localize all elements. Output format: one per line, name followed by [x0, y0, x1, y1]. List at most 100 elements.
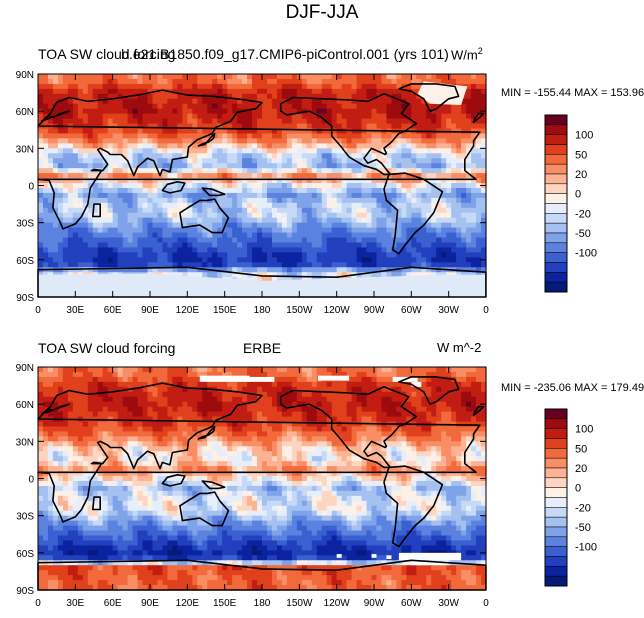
heatmap-cell	[396, 78, 402, 85]
heatmap-cell	[321, 202, 328, 209]
heatmap-cell	[316, 267, 323, 273]
heatmap-cell	[187, 103, 193, 110]
heatmap-cell	[192, 376, 198, 383]
heatmap-cell	[117, 267, 124, 273]
heatmap-cell	[52, 232, 59, 239]
heatmap-cell	[227, 133, 233, 140]
heatmap-cell	[326, 153, 333, 159]
heatmap-cell	[57, 88, 64, 95]
heatmap-cell	[316, 367, 323, 373]
heatmap-cell	[441, 247, 447, 253]
heatmap-cell	[167, 232, 173, 239]
heatmap-cell	[386, 396, 393, 403]
heatmap-cell	[281, 118, 288, 125]
heatmap-cell	[252, 133, 258, 140]
heatmap-cell	[72, 396, 79, 403]
heatmap-cell	[291, 148, 298, 154]
heatmap-cell	[326, 396, 333, 403]
heatmap-cell	[202, 242, 208, 249]
heatmap-cell	[331, 227, 338, 234]
heatmap-cell	[172, 118, 178, 125]
heatmap-cell	[102, 178, 109, 184]
heatmap-cell	[192, 93, 198, 100]
heatmap-cell	[416, 217, 422, 224]
heatmap-cell	[441, 207, 447, 214]
heatmap-cell	[266, 247, 273, 253]
heatmap-cell	[296, 88, 303, 95]
heatmap-cell	[182, 123, 188, 130]
heatmap-cell	[381, 98, 388, 105]
heatmap-cell	[137, 108, 144, 115]
heatmap-cell	[182, 386, 188, 393]
heatmap-cell	[132, 401, 139, 408]
heatmap-cell	[38, 406, 44, 413]
heatmap-cell	[476, 376, 482, 383]
heatmap-cell	[222, 381, 228, 388]
heatmap-cell	[92, 242, 99, 249]
heatmap-cell	[257, 138, 263, 144]
heatmap-cell	[446, 396, 452, 403]
heatmap-cell	[401, 252, 407, 258]
heatmap-cell	[227, 197, 233, 204]
heatmap-cell	[426, 178, 432, 184]
heatmap-cell	[266, 153, 273, 159]
heatmap-cell	[202, 247, 208, 253]
heatmap-cell	[451, 232, 457, 239]
heatmap-cell	[122, 367, 129, 373]
heatmap-cell	[331, 143, 338, 149]
heatmap-cell	[276, 252, 283, 258]
heatmap-cell	[137, 128, 144, 135]
heatmap-cell	[331, 237, 338, 244]
heatmap-cell	[192, 78, 198, 85]
heatmap-cell	[301, 88, 308, 95]
heatmap-cell	[202, 371, 208, 378]
heatmap-cell	[331, 386, 338, 393]
heatmap-cell	[456, 197, 462, 204]
heatmap-cell	[316, 168, 323, 174]
heatmap-cell	[42, 262, 49, 268]
heatmap-cell	[431, 406, 437, 413]
heatmap-cell	[72, 83, 79, 90]
heatmap-cell	[117, 74, 124, 80]
heatmap-cell	[461, 183, 467, 189]
heatmap-cell	[401, 133, 407, 140]
heatmap-cell	[351, 138, 358, 144]
heatmap-cell	[167, 123, 173, 130]
heatmap-cell	[316, 207, 323, 214]
heatmap-cell	[112, 74, 119, 80]
heatmap-cell	[52, 153, 59, 159]
heatmap-cell	[77, 103, 84, 110]
heatmap-cell	[52, 411, 59, 418]
heatmap-cell	[102, 401, 109, 408]
heatmap-cell	[481, 168, 487, 174]
heatmap-cell	[72, 93, 79, 100]
heatmap-cell	[252, 262, 258, 268]
heatmap-cell	[271, 222, 278, 229]
heatmap-cell	[316, 386, 323, 393]
heatmap-cell	[77, 83, 84, 90]
heatmap-cell	[426, 386, 432, 393]
heatmap-cell	[271, 168, 278, 174]
heatmap-cell	[371, 386, 378, 393]
heatmap-cell	[177, 128, 183, 135]
heatmap-cell	[296, 401, 303, 408]
heatmap-cell	[476, 262, 482, 268]
heatmap-cell	[291, 143, 298, 149]
heatmap-cell	[431, 257, 437, 263]
heatmap-cell	[371, 257, 378, 263]
heatmap-cell	[117, 148, 124, 154]
heatmap-cell	[461, 118, 467, 125]
heatmap-cell	[416, 202, 422, 209]
heatmap-cell	[152, 247, 159, 253]
heatmap-cell	[316, 133, 323, 140]
heatmap-cell	[92, 247, 99, 253]
heatmap-cell	[481, 217, 487, 224]
heatmap-cell	[157, 128, 164, 135]
heatmap-cell	[142, 192, 149, 199]
heatmap-cell	[371, 396, 378, 403]
heatmap-cell	[371, 187, 378, 194]
heatmap-cell	[142, 401, 149, 408]
heatmap-cell	[356, 83, 363, 90]
heatmap-cell	[431, 376, 437, 383]
heatmap-cell	[436, 371, 442, 378]
